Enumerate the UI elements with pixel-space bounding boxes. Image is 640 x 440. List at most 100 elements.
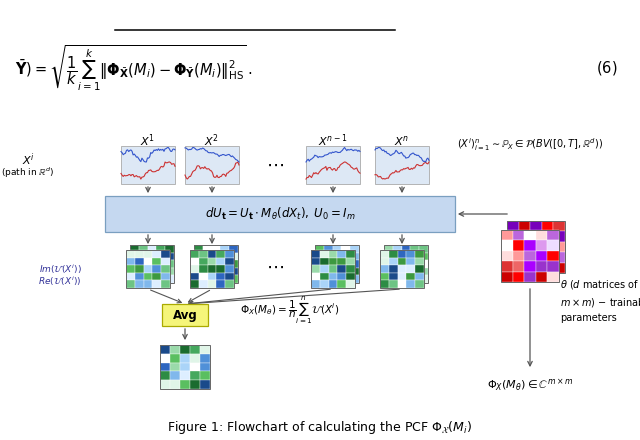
Bar <box>200 354 210 363</box>
Bar <box>542 221 554 231</box>
Bar <box>225 250 234 257</box>
Bar <box>536 240 547 251</box>
Bar <box>397 273 406 280</box>
Bar <box>518 231 530 242</box>
Bar <box>170 363 180 371</box>
Bar <box>341 260 350 268</box>
Bar <box>203 253 212 260</box>
Bar <box>554 263 565 273</box>
Bar <box>139 268 148 275</box>
Bar <box>311 273 320 280</box>
Bar <box>161 257 170 265</box>
Text: $Re(\mathcal{U}(X^i))$: $Re(\mathcal{U}(X^i))$ <box>38 274 82 288</box>
Bar <box>518 252 530 263</box>
Bar <box>419 275 428 283</box>
Bar <box>190 257 199 265</box>
Bar <box>393 260 402 268</box>
Bar <box>229 245 238 253</box>
Text: $(6)$: $(6)$ <box>596 59 617 77</box>
Bar <box>165 260 174 268</box>
Bar <box>160 363 170 371</box>
Bar <box>143 273 152 280</box>
Bar <box>190 371 200 380</box>
Bar <box>160 380 170 389</box>
Bar <box>130 245 139 253</box>
Bar <box>152 250 161 257</box>
Bar <box>311 250 355 288</box>
Bar <box>415 257 424 265</box>
Bar <box>165 268 174 275</box>
Bar <box>199 250 207 257</box>
Bar <box>156 245 165 253</box>
Bar <box>410 275 419 283</box>
Bar <box>148 268 156 275</box>
Bar <box>507 221 565 273</box>
Bar <box>333 268 341 275</box>
Bar <box>410 260 419 268</box>
Bar <box>324 253 333 260</box>
Bar <box>220 253 229 260</box>
Bar <box>384 275 393 283</box>
Bar <box>419 268 428 275</box>
Bar <box>524 271 536 282</box>
Bar <box>194 245 238 283</box>
Bar <box>203 275 212 283</box>
Bar <box>393 253 402 260</box>
Bar <box>199 280 207 288</box>
Bar <box>518 263 530 273</box>
Bar <box>518 242 530 252</box>
Bar <box>216 250 225 257</box>
Bar <box>393 275 402 283</box>
Bar <box>389 280 397 288</box>
Text: $\bar{\mathbf{Y}}) = \sqrt{\dfrac{1}{k}\sum_{i=1}^{k}\|\boldsymbol{\Phi}_{\bar{\: $\bar{\mathbf{Y}}) = \sqrt{\dfrac{1}{k}\… <box>15 43 252 93</box>
Bar <box>393 245 402 253</box>
Bar <box>406 257 415 265</box>
Bar <box>328 265 337 273</box>
Bar <box>156 268 165 275</box>
Bar <box>194 275 203 283</box>
Bar <box>126 265 135 273</box>
Bar <box>554 242 565 252</box>
Bar <box>180 354 190 363</box>
Bar <box>212 245 220 253</box>
Bar <box>152 273 161 280</box>
Bar <box>337 250 346 257</box>
Bar <box>207 257 216 265</box>
Bar <box>135 273 143 280</box>
Bar <box>190 280 199 288</box>
Bar <box>139 275 148 283</box>
Bar <box>212 260 220 268</box>
Bar <box>143 280 152 288</box>
Bar <box>190 354 200 363</box>
Bar <box>415 250 424 257</box>
Bar <box>126 273 135 280</box>
Text: Figure 1: Flowchart of calculating the PCF $\Phi_{\mathcal{X}}(M_i)$: Figure 1: Flowchart of calculating the P… <box>168 419 472 436</box>
Bar <box>507 231 518 242</box>
Bar <box>130 268 139 275</box>
Bar <box>311 257 320 265</box>
Bar <box>513 261 524 271</box>
Bar <box>384 245 428 283</box>
Bar <box>554 252 565 263</box>
Bar <box>180 371 190 380</box>
Bar <box>220 245 229 253</box>
Bar <box>333 260 341 268</box>
Bar <box>333 275 341 283</box>
Bar <box>524 230 536 240</box>
Text: $\theta$ ($d$ matrices of size
$m \times m$) $-$ trainable
parameters: $\theta$ ($d$ matrices of size $m \times… <box>560 278 640 323</box>
Bar <box>143 257 152 265</box>
Bar <box>165 275 174 283</box>
Bar <box>315 245 324 253</box>
Bar <box>190 250 199 257</box>
Bar <box>536 230 547 240</box>
Bar <box>200 363 210 371</box>
Bar <box>139 253 148 260</box>
Bar <box>311 250 320 257</box>
Bar <box>148 245 156 253</box>
Bar <box>346 257 355 265</box>
Bar <box>530 221 542 231</box>
Bar <box>194 268 203 275</box>
Text: $Im(\mathcal{U}(X^i))$: $Im(\mathcal{U}(X^i))$ <box>38 262 81 276</box>
Bar <box>501 230 513 240</box>
Bar <box>156 253 165 260</box>
